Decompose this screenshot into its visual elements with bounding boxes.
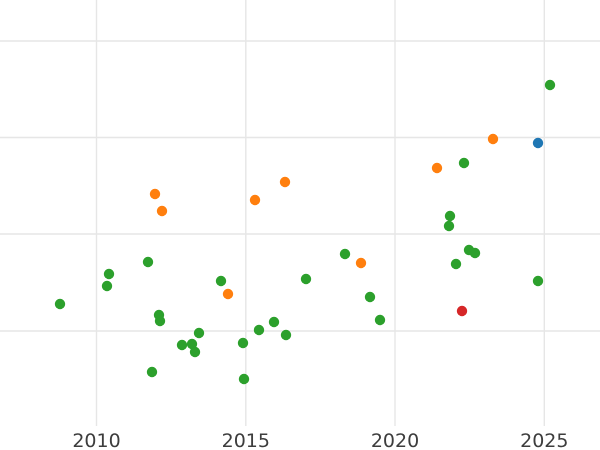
data-point-orange [355,257,367,269]
data-point-green [280,329,292,341]
data-point-green [54,298,66,310]
data-point-green [469,247,481,259]
data-point-green [238,373,250,385]
data-point-green [154,315,166,327]
data-point-green [458,157,470,169]
data-point-orange [487,133,499,145]
data-point-green [142,256,154,268]
data-point-green [300,273,312,285]
data-point-green [237,337,249,349]
data-point-green [339,248,351,260]
data-point-orange [156,205,168,217]
data-point-green [374,314,386,326]
data-point-green [193,327,205,339]
data-point-green [544,79,556,91]
data-point-green [189,346,201,358]
data-point-green [532,275,544,287]
data-point-green [364,291,376,303]
data-point-green [443,220,455,232]
data-point-green [176,339,188,351]
data-point-green [268,316,280,328]
data-point-green [103,268,115,280]
x-tick-label: 2020 [371,430,419,450]
data-point-green [253,324,265,336]
x-tick-label: 2025 [520,430,568,450]
data-point-green [101,280,113,292]
data-point-green [444,210,456,222]
data-point-green [215,275,227,287]
data-point-green [146,366,158,378]
x-tick-label: 2015 [222,430,270,450]
data-point-blue [532,137,544,149]
data-point-red [456,305,468,317]
data-point-green [186,338,198,350]
data-point-orange [431,162,443,174]
x-tick-label: 2010 [72,430,120,450]
data-point-orange [149,188,161,200]
data-point-orange [249,194,261,206]
data-point-orange [222,288,234,300]
data-point-green [450,258,462,270]
data-point-orange [279,176,291,188]
